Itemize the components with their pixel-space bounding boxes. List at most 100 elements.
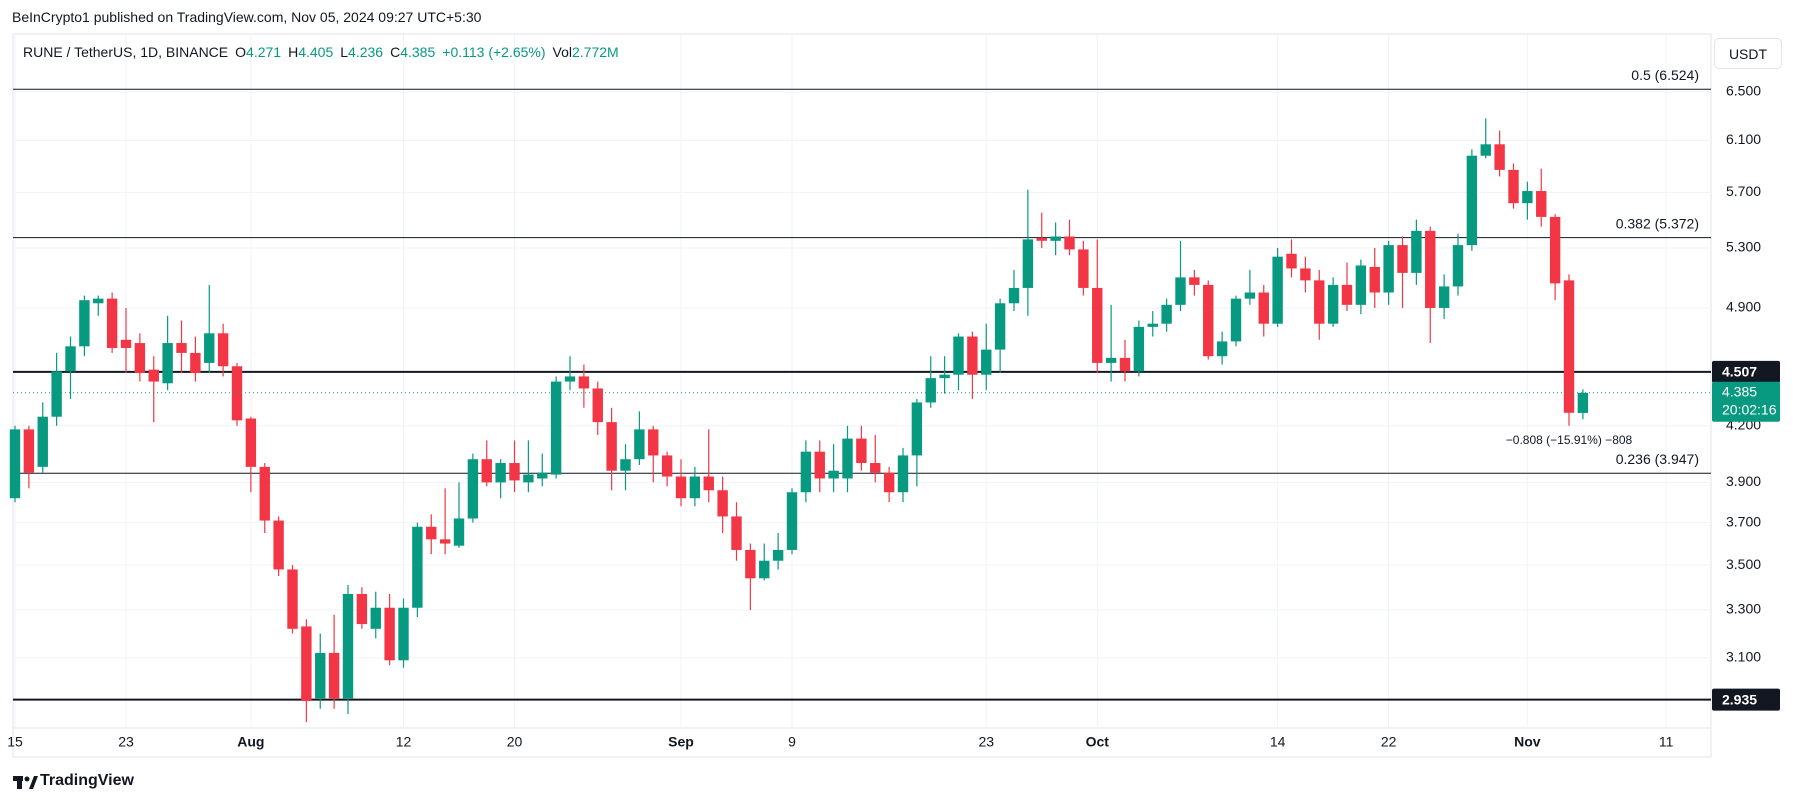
candle-body xyxy=(1300,268,1311,281)
x-tick-label: 22 xyxy=(1381,734,1397,750)
candle-body xyxy=(953,336,964,375)
x-tick-label: 15 xyxy=(7,734,23,750)
legend-ohlc-value: 4.271 xyxy=(246,44,282,60)
brand: TradingView xyxy=(40,772,134,789)
candle-body xyxy=(495,463,506,483)
y-tick-label: 4.900 xyxy=(1726,299,1761,315)
candle-body xyxy=(1314,280,1325,324)
candle-body xyxy=(1105,357,1117,363)
x-tick-label: 20 xyxy=(507,734,523,750)
candle-body xyxy=(412,526,423,608)
candle-body xyxy=(703,476,714,491)
candle-body xyxy=(1161,304,1172,324)
candle-body xyxy=(65,346,76,372)
candle-body xyxy=(1536,191,1547,217)
candle-body xyxy=(1064,236,1075,250)
legend-ohlc-key: H xyxy=(288,44,299,60)
candle-body xyxy=(259,466,270,521)
candle-body xyxy=(1452,245,1464,287)
legend: RUNE / TetherUS, 1D, BINANCE O4.271 H4.405… xyxy=(23,44,619,60)
candle-body xyxy=(301,626,312,701)
publish-header: BeInCrypto1 published on TradingView.com… xyxy=(12,9,482,25)
candle-body xyxy=(911,402,923,456)
candle-body xyxy=(481,459,492,483)
x-tick-label: Sep xyxy=(668,734,694,750)
y-tick-label: 5.700 xyxy=(1726,183,1761,199)
candle-body xyxy=(1508,169,1519,204)
price-line-label: 4.507 xyxy=(1722,364,1757,380)
price-line-tag xyxy=(1712,360,1780,383)
last-price-tag xyxy=(1712,381,1780,422)
legend-ohlc-value: 4.236 xyxy=(348,44,384,60)
candle-body xyxy=(1092,287,1103,363)
candle-body xyxy=(550,381,562,475)
candle-body xyxy=(273,520,284,570)
y-tick-label: 6.500 xyxy=(1726,83,1761,99)
candle-body xyxy=(814,451,825,479)
candle-body xyxy=(426,526,437,540)
x-tick-label: 12 xyxy=(396,734,412,750)
candle-body xyxy=(190,352,201,374)
candle-body xyxy=(1355,265,1367,305)
candle-body xyxy=(1216,341,1228,357)
candle-body xyxy=(1175,277,1186,305)
x-tick-label: 23 xyxy=(118,734,134,750)
legend-symbol: RUNE / TetherUS, 1D, BINANCE xyxy=(23,44,229,60)
candle-body xyxy=(1189,277,1200,285)
fib-level-label: 0.382 (5.372) xyxy=(1616,215,1699,231)
candle-body xyxy=(925,378,936,403)
last-price-label: 4.385 xyxy=(1722,384,1757,400)
candle-body xyxy=(634,429,645,460)
candle-body xyxy=(1425,230,1436,308)
candle-body xyxy=(1397,245,1408,273)
candle-body xyxy=(37,416,48,467)
candle-body xyxy=(1327,284,1339,324)
candle-body xyxy=(883,472,895,493)
candle-body xyxy=(245,418,257,467)
candle-body xyxy=(675,476,687,499)
x-tick-label: Oct xyxy=(1086,734,1110,750)
candle-body xyxy=(1258,292,1269,324)
candle-body xyxy=(1466,155,1478,246)
price-line-label: 2.935 xyxy=(1722,691,1757,707)
candle-body xyxy=(439,539,451,544)
candle-body xyxy=(1203,284,1214,357)
legend-ohlc-key: C xyxy=(390,44,401,60)
x-tick-label: 23 xyxy=(978,734,994,750)
y-tick-label: 3.900 xyxy=(1726,473,1761,489)
candle-body xyxy=(453,518,465,546)
candle-body xyxy=(1286,253,1297,269)
candle-body xyxy=(1494,144,1505,170)
y-tick-label: 5.300 xyxy=(1726,239,1761,255)
candle-body xyxy=(981,349,992,375)
candle-body xyxy=(106,298,118,348)
candle-body xyxy=(356,594,368,625)
candle-body xyxy=(23,429,35,473)
candle-body xyxy=(328,652,340,699)
x-tick-label: 11 xyxy=(1659,734,1674,750)
candle-body xyxy=(1272,256,1283,324)
price-line-tag xyxy=(1712,688,1780,711)
candle-body xyxy=(1022,239,1034,288)
legend-ohlc-key: O xyxy=(235,44,247,60)
candle-body xyxy=(342,594,354,699)
y-tick-label: 3.500 xyxy=(1726,556,1761,572)
candle-body xyxy=(1411,230,1422,273)
y-tick-label: 3.100 xyxy=(1726,649,1761,665)
candle-body xyxy=(870,463,881,473)
candle-body xyxy=(287,569,298,629)
currency-button[interactable]: USDT xyxy=(1714,38,1782,69)
candle-body xyxy=(856,438,867,464)
candle-body xyxy=(842,438,853,479)
candle-body xyxy=(1244,292,1256,299)
candle-body xyxy=(1438,286,1450,308)
candle-body xyxy=(1522,191,1533,204)
candle-body xyxy=(1563,280,1575,413)
candle-body xyxy=(717,490,728,517)
candle-body xyxy=(578,376,590,389)
candle-body xyxy=(828,470,839,479)
grid xyxy=(13,34,1711,728)
fib-level-label: 0.236 (3.947) xyxy=(1616,451,1699,467)
candle-body xyxy=(1133,326,1145,372)
candle-body xyxy=(1147,323,1158,327)
